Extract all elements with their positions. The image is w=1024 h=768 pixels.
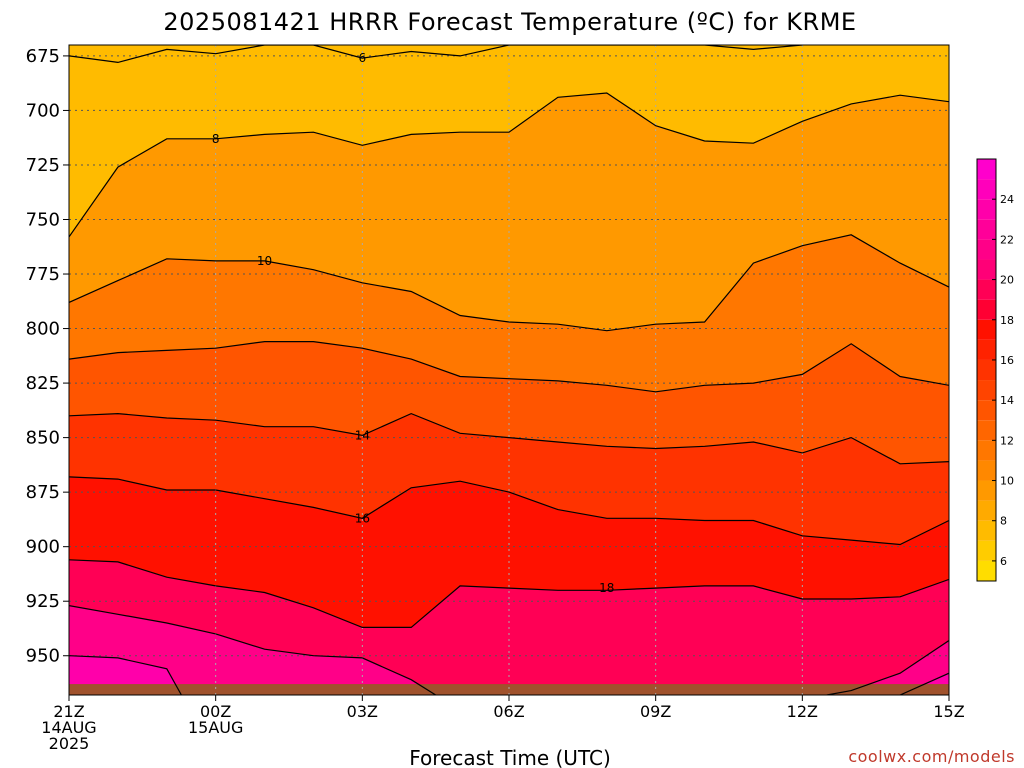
site-credit[interactable]: coolwx.com/models bbox=[848, 747, 1015, 766]
isotherm-label-18: 18 bbox=[599, 581, 614, 595]
y-tick-label-800: 800 bbox=[26, 319, 60, 340]
isotherm-22-9 bbox=[69, 655, 182, 695]
y-tick-label-725: 725 bbox=[26, 155, 60, 176]
colorbar-tick-label-22: 22 bbox=[1000, 233, 1014, 246]
colorbar-swatch-15 bbox=[977, 359, 996, 381]
colorbar-swatch-25 bbox=[977, 159, 996, 180]
isotherm-16-5 bbox=[69, 476, 949, 546]
colorbar-tick-label-24: 24 bbox=[1000, 193, 1014, 206]
x-tick-label-6-0: 03Z bbox=[347, 702, 378, 721]
isotherm-label-10: 10 bbox=[257, 254, 272, 268]
colorbar-swatch-6 bbox=[977, 540, 996, 561]
colorbar-swatch-17 bbox=[977, 319, 996, 340]
y-tick-label-850: 850 bbox=[26, 428, 60, 449]
colorbar-tick-label-12: 12 bbox=[1000, 434, 1014, 447]
colorbar-swatch-7 bbox=[977, 520, 996, 541]
colorbar-tick-label-6: 6 bbox=[1000, 555, 1007, 568]
colorbar-swatch-16 bbox=[977, 339, 996, 360]
isotherm-label-16: 16 bbox=[355, 511, 370, 525]
isotherm-label-14: 14 bbox=[355, 428, 370, 442]
colorbar-swatch-14 bbox=[977, 380, 996, 401]
y-tick-label-900: 900 bbox=[26, 537, 60, 558]
x-tick-label-18-0: 15Z bbox=[933, 702, 964, 721]
colorbar-tick-label-18: 18 bbox=[1000, 314, 1014, 327]
x-tick-label-0-1: 14AUG bbox=[41, 718, 96, 737]
isotherm-18-6 bbox=[69, 559, 949, 628]
colorbar-swatch-24 bbox=[977, 179, 996, 200]
colorbar-tick-label-20: 20 bbox=[1000, 274, 1014, 287]
isotherm-22-10 bbox=[899, 672, 949, 695]
y-tick-label-950: 950 bbox=[26, 646, 60, 667]
colorbar-swatch-23 bbox=[977, 199, 996, 220]
y-tick-label-875: 875 bbox=[26, 482, 60, 503]
x-tick-label-3-1: 15AUG bbox=[188, 718, 243, 737]
isotherm-20-8 bbox=[826, 640, 949, 695]
y-tick-label-675: 675 bbox=[26, 46, 60, 67]
isotherm-lines bbox=[69, 45, 949, 695]
isotherm-8-1 bbox=[69, 92, 949, 238]
isotherm-10-2 bbox=[69, 234, 949, 332]
x-tick-label-0-0: 21Z bbox=[53, 702, 84, 721]
colorbar-tick-label-8: 8 bbox=[1000, 515, 1007, 528]
x-tick-label-12-0: 09Z bbox=[640, 702, 671, 721]
colorbar-tick-label-14: 14 bbox=[1000, 394, 1014, 407]
y-axis-ticks: 675 700 725 750 775 800 825 850 875 900 925 950 bbox=[26, 46, 69, 667]
colorbar-swatch-20 bbox=[977, 259, 996, 280]
isotherm-20-7 bbox=[69, 605, 437, 695]
colorbar-tick-label-16: 16 bbox=[1000, 354, 1014, 367]
chart-title: 2025081421 HRRR Forecast Temperature (ºC… bbox=[163, 8, 856, 36]
colorbar: 6 8 10 12 14 16 18 20 22 24 bbox=[976, 158, 1014, 582]
isotherm-14-4 bbox=[69, 412, 949, 465]
colorbar-swatch-12 bbox=[977, 420, 996, 441]
x-tick-label-9-0: 06Z bbox=[493, 702, 524, 721]
fill-band-20-8 bbox=[826, 640, 949, 695]
y-tick-label-700: 700 bbox=[26, 100, 60, 121]
x-tick-label-15-0: 12Z bbox=[787, 702, 818, 721]
isotherm-6-0 bbox=[69, 45, 803, 64]
x-tick-label-0-2: 2025 bbox=[49, 734, 90, 753]
colorbar-frame bbox=[976, 158, 997, 582]
y-tick-label-825: 825 bbox=[26, 373, 60, 394]
grid-lines bbox=[69, 45, 949, 695]
colorbar-swatch-13 bbox=[977, 400, 996, 421]
colorbar-swatch-21 bbox=[977, 239, 996, 260]
colorbar-swatch-11 bbox=[977, 440, 996, 461]
colorbar-tick-label-10: 10 bbox=[1000, 475, 1014, 488]
terrain-ground bbox=[69, 684, 949, 695]
colorbar-swatch-8 bbox=[977, 500, 996, 521]
colorbar-swatch-10 bbox=[977, 460, 996, 481]
isotherm-12-3 bbox=[69, 341, 949, 393]
temperature-fill-bands bbox=[69, 45, 949, 695]
colorbar-swatch-19 bbox=[977, 279, 996, 300]
isotherm-label-6: 6 bbox=[359, 51, 367, 65]
terrain-band bbox=[69, 684, 949, 695]
x-tick-label-3-0: 00Z bbox=[200, 702, 231, 721]
x-axis-label: Forecast Time (UTC) bbox=[409, 746, 611, 768]
y-tick-label-925: 925 bbox=[26, 591, 60, 612]
colorbar-swatch-5 bbox=[977, 560, 996, 581]
colorbar-swatch-22 bbox=[977, 219, 996, 240]
y-tick-label-775: 775 bbox=[26, 264, 60, 285]
colorbar-swatch-18 bbox=[977, 299, 996, 320]
y-tick-label-750: 750 bbox=[26, 209, 60, 230]
colorbar-swatch-9 bbox=[977, 480, 996, 501]
isotherm-labels: 6 8 10 14 16 18 bbox=[212, 51, 615, 595]
isotherm-label-8: 8 bbox=[212, 132, 220, 146]
